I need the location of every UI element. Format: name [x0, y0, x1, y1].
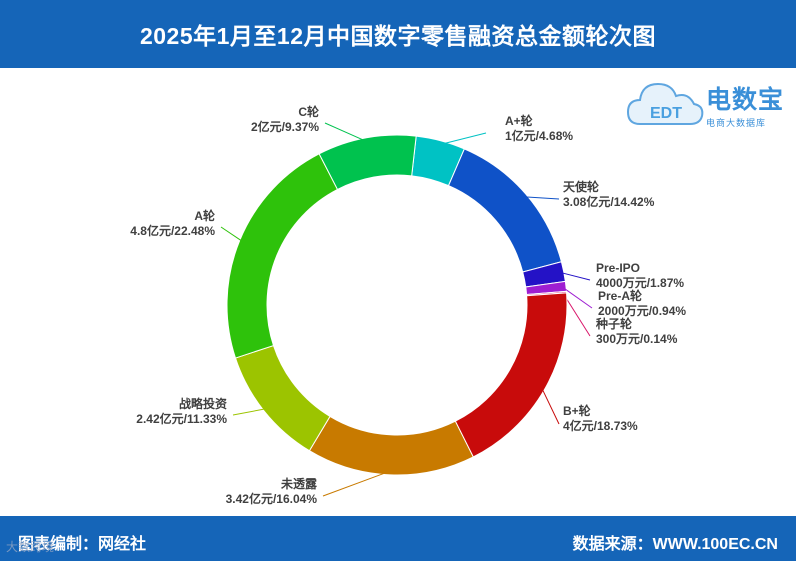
slice-value-label: 2000万元/0.94% [598, 304, 686, 318]
footer-editor: 图表编制：网经社 [18, 536, 147, 553]
slice-value-label: 4000万元/1.87% [596, 276, 684, 290]
leader-line [522, 196, 560, 200]
slice-value-label: 300万元/0.14% [596, 332, 678, 346]
leader-line [561, 286, 593, 309]
header-bar: 2025年1月至12月中国数字零售融资总金额轮次图 [0, 0, 796, 68]
slice-name-label: C轮 [298, 104, 320, 119]
leader-line [324, 122, 368, 143]
slice-value-label: 3.42亿元/16.04% [226, 491, 318, 506]
slice-name-label: A+轮 [505, 113, 534, 128]
slice-value-label: 4.8亿元/22.48% [130, 223, 215, 238]
donut-slice [308, 415, 474, 476]
slice-value-label: 1亿元/4.68% [505, 128, 573, 143]
donut-slice [454, 292, 568, 458]
logo: EDT 电数宝 电商大数据库 [626, 72, 792, 134]
slice-name-label: 种子轮 [595, 316, 633, 331]
donut-slice [447, 148, 563, 273]
leader-line [540, 386, 560, 425]
slice-name-label: 天使轮 [563, 179, 600, 194]
logo-mark-text: EDT [650, 105, 682, 122]
slice-name-label: A轮 [194, 208, 216, 223]
leader-line [232, 408, 268, 416]
donut-slice [318, 134, 417, 191]
slice-name-label: 未透露 [280, 476, 318, 491]
slice-name-label: B+轮 [563, 403, 592, 418]
slice-value-label: 3.08亿元/14.42% [563, 194, 655, 209]
slice-name-label: Pre-A轮 [598, 288, 643, 303]
donut-slice [226, 153, 339, 359]
watermark: 大数跨境 [6, 540, 55, 554]
leader-line [559, 271, 591, 281]
slice-value-label: 2.42亿元/11.33% [136, 411, 227, 426]
footer-bar: 图表编制：网经社 数据来源：WWW.100EC.CN [0, 516, 796, 561]
slice-value-label: 4亿元/18.73% [563, 418, 638, 433]
donut-slice [234, 344, 331, 452]
slice-name-label: 战略投资 [179, 396, 227, 411]
slice-value-label: 2亿元/9.37% [251, 119, 319, 134]
chart-title: 2025年1月至12月中国数字零售融资总金额轮次图 [139, 23, 657, 49]
leader-line [439, 132, 487, 146]
cloud-logo-icon: EDT [626, 82, 704, 125]
logo-slogan: 电商大数据库 [706, 118, 767, 128]
leader-line [322, 470, 391, 497]
footer-source: 数据来源：WWW.100EC.CN [572, 536, 778, 553]
leader-line [220, 226, 244, 243]
logo-brand: 电数宝 [706, 86, 785, 114]
slice-name-label: Pre-IPO [596, 261, 640, 275]
